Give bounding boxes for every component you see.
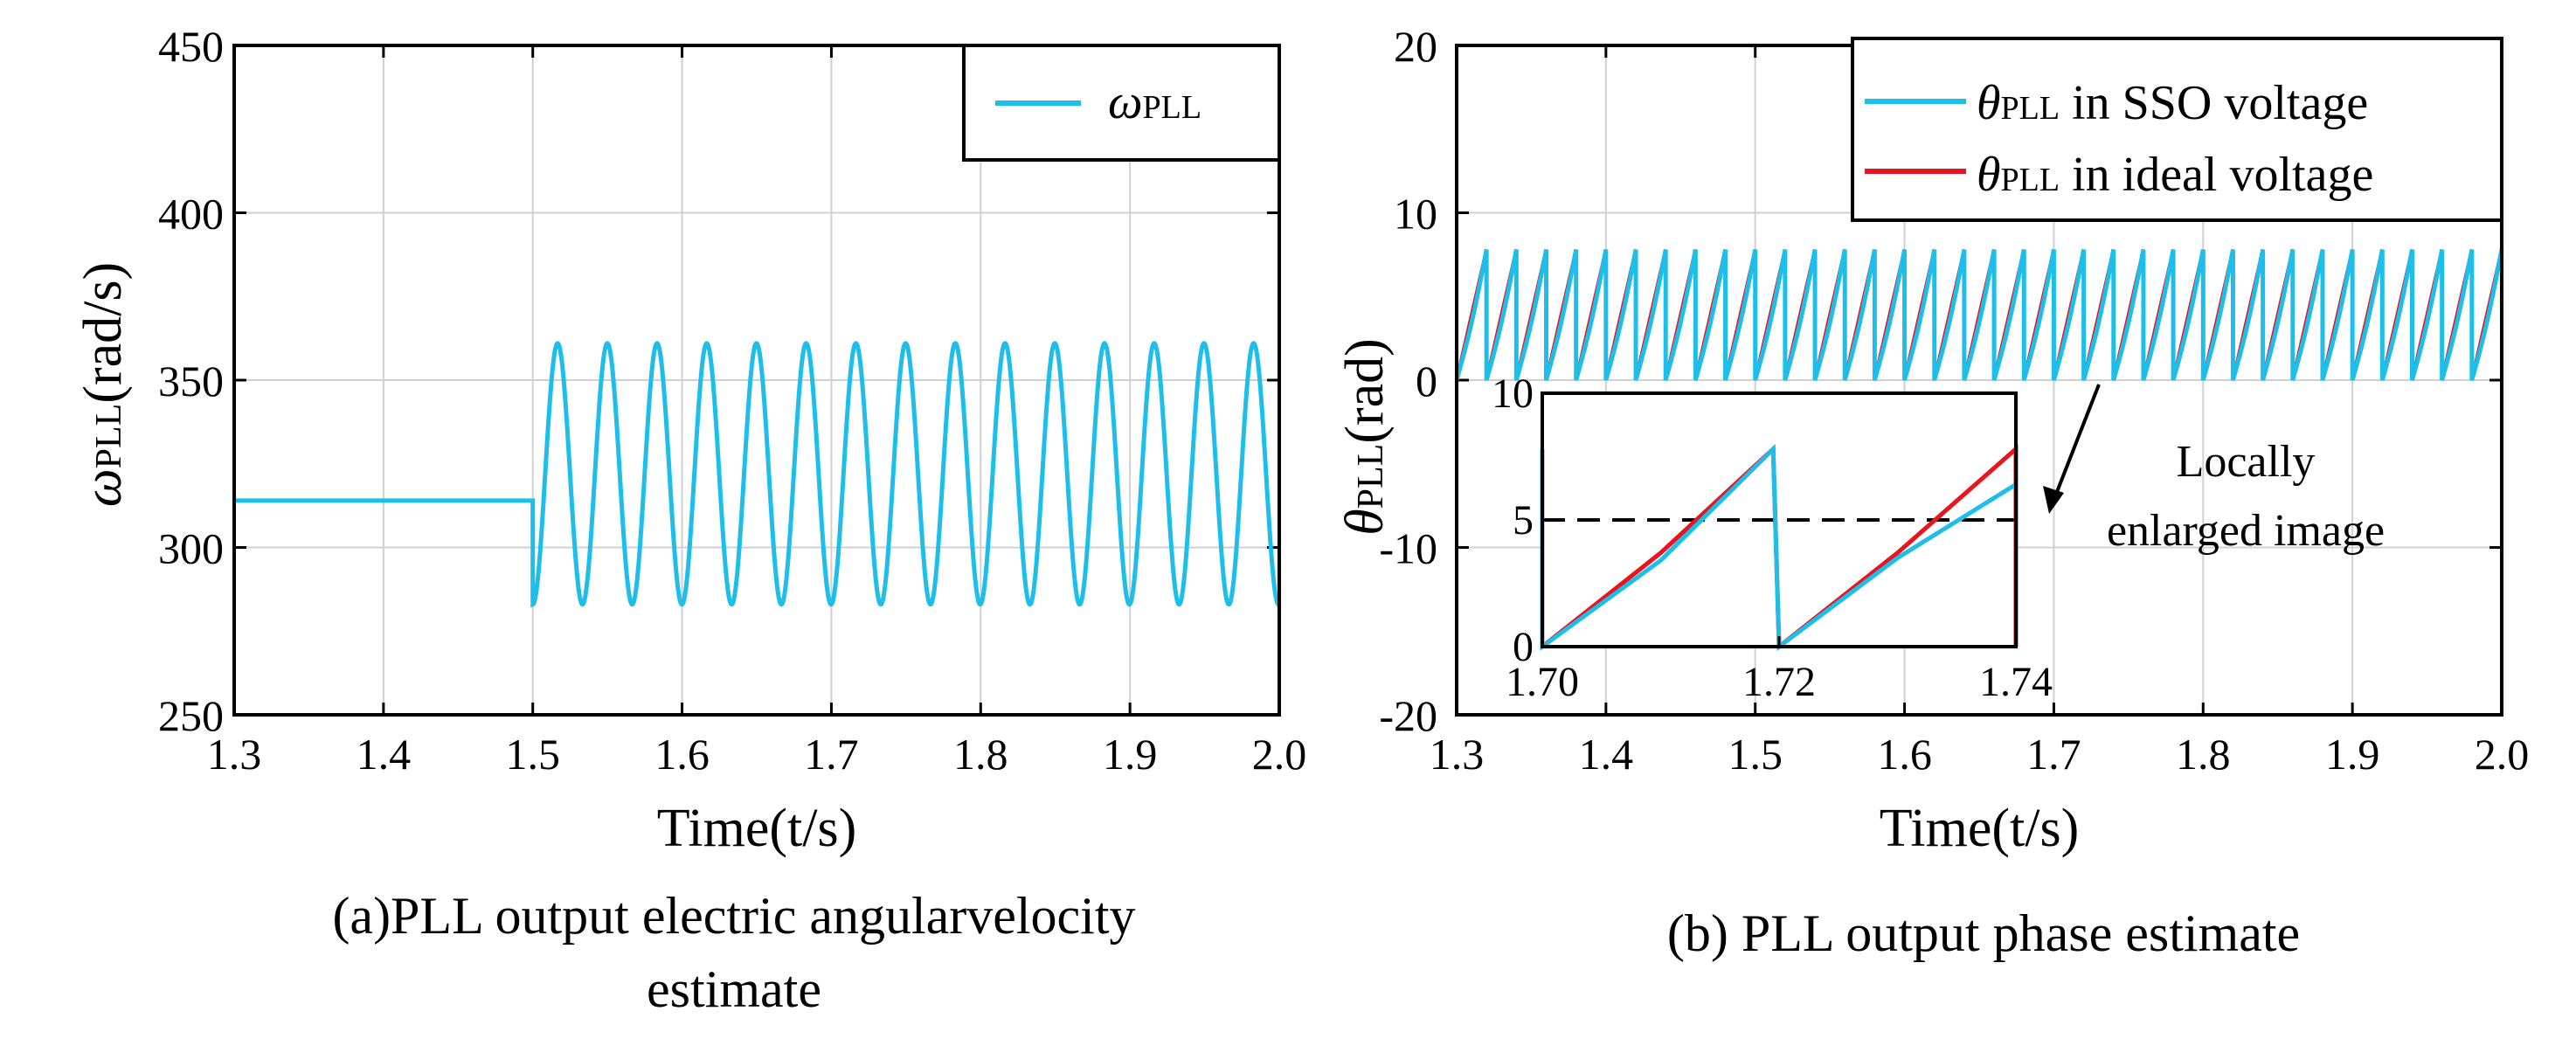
chart-b-ticks: 1.3 1.4 1.5 1.6 1.7 1.8 1.9 2.0 -20 -10 0 10 20 [1379, 22, 2529, 779]
chart-a-xtick-label-0: 1.3 [207, 730, 262, 779]
inset-ytick-label-1: 5 [1513, 497, 1534, 544]
chart-b-xtick-label-6: 1.9 [2325, 730, 2380, 779]
chart-b-caption: (b) PLL output phase estimate [1667, 904, 2300, 962]
chart-b-legend-label-sso: θPLL in SSO voltage [1977, 76, 2368, 130]
legend-a-symbol: ω [1108, 75, 1143, 129]
chart-a-ytick-label-1: 300 [158, 524, 224, 573]
chart-b-ytick-label-1: -10 [1379, 524, 1437, 573]
chart-b-annotation: Locally enlarged image [2043, 384, 2385, 556]
chart-a-xtick-label-6: 1.9 [1103, 730, 1158, 779]
chart-b-xtick-label-3: 1.6 [1877, 730, 1932, 779]
chart-a: 1.3 1.4 1.5 1.6 1.7 1.8 1.9 2.0250300350400450 … [73, 22, 1306, 1018]
chart-b-ytick-label-2: 0 [1416, 357, 1437, 405]
chart-a-ylabel-unit: (rad/s) [73, 262, 133, 404]
chart-a-ytick-label-2: 350 [158, 357, 224, 405]
chart-b-ylabel-unit: (rad) [1335, 338, 1395, 443]
chart-a-xtick-label-1: 1.4 [357, 730, 412, 779]
chart-a-ytick-label-0: 250 [158, 691, 224, 740]
annotation-arrow-shaft [2053, 384, 2101, 497]
chart-a-legend: ωPLL [962, 44, 1281, 162]
legend-b1-sub: PLL [2001, 90, 2060, 127]
legend-b2-rest: in ideal voltage [2060, 148, 2373, 202]
chart-b-ytick-label-3: 10 [1394, 190, 1437, 239]
chart-a-ticks: 1.3 1.4 1.5 1.6 1.7 1.8 1.9 2.0 250 300 350 400 450 [158, 22, 1306, 779]
chart-a-series-omega-pll [234, 341, 1281, 608]
chart-a-ylabel-main: ω [73, 468, 133, 507]
inset-xtick-label-2: 1.74 [1979, 659, 2053, 705]
chart-b-inset: 1.70 1.72 1.74 0 5 10 [1492, 371, 2053, 705]
chart-b-legend-box [1851, 37, 2503, 222]
chart-b-ytick-label-4: 20 [1394, 22, 1437, 71]
chart-a-caption-line1: (a)PLL output electric angularvelocity [332, 887, 1135, 945]
chart-a-legend-label: ωPLL [1108, 75, 1201, 129]
inset-xtick-label-1: 1.72 [1742, 659, 1816, 705]
inset-ticks: 1.70 1.72 1.74 0 5 10 [1492, 371, 2053, 705]
chart-b-series-theta-sso [1454, 249, 2504, 381]
legend-a-sub: PLL [1143, 89, 1202, 126]
legend-b2-symbol: θ [1977, 148, 2001, 202]
inset-ytick-label-0: 0 [1513, 624, 1534, 670]
chart-a-ytick-label-3: 400 [158, 190, 224, 239]
inset-xtick-label-0: 1.70 [1506, 659, 1579, 705]
chart-a-xlabel: Time(t/s) [657, 799, 857, 858]
chart-a-xtick-label-4: 1.7 [804, 730, 859, 779]
chart-b-legend-label-ideal: θPLL in ideal voltage [1977, 148, 2373, 202]
chart-a-plot-frame [232, 44, 1281, 717]
inset-ytick-label-2: 10 [1492, 371, 1534, 417]
chart-a-xtick-label-7: 2.0 [1252, 730, 1307, 779]
chart-b-ylabel-sub: PLL [1351, 444, 1391, 509]
annotation-line1: Locally [2177, 437, 2316, 487]
chart-b-xtick-label-7: 2.0 [2475, 730, 2530, 779]
chart-b-xtick-label-0: 1.3 [1430, 730, 1485, 779]
legend-b2-sub: PLL [2001, 162, 2060, 198]
legend-b1-rest: in SSO voltage [2060, 76, 2368, 130]
chart-b-xtick-label-2: 1.5 [1728, 730, 1783, 779]
annotation-line2: enlarged image [2107, 506, 2385, 556]
chart-a-xtick-label-2: 1.5 [505, 730, 560, 779]
chart-b-ylabel: θPLL(rad) [1335, 338, 1395, 536]
chart-b-xtick-label-4: 1.7 [2026, 730, 2081, 779]
chart-b-ytick-label-0: -20 [1379, 691, 1437, 740]
annotation-arrow-head [2043, 486, 2064, 514]
chart-b-ylabel-main: θ [1335, 509, 1395, 535]
chart-b-xtick-label-1: 1.4 [1579, 730, 1634, 779]
legend-b1-symbol: θ [1977, 76, 2001, 130]
chart-a-caption-line2: estimate [647, 960, 821, 1018]
chart-b-xtick-label-5: 1.8 [2176, 730, 2231, 779]
chart-a-ytick-label-4: 450 [158, 22, 224, 71]
chart-b-legend: θPLL in SSO voltage θPLL in ideal voltag… [1851, 37, 2503, 222]
chart-b-xlabel: Time(t/s) [1880, 799, 2080, 858]
chart-a-xtick-label-3: 1.6 [654, 730, 710, 779]
chart-a-ylabel: ωPLL(rad/s) [73, 262, 133, 507]
chart-b: 1.3 1.4 1.5 1.6 1.7 1.8 1.9 2.0 -20 -10 0 10 20 1.70… [1335, 22, 2529, 962]
chart-a-xtick-label-5: 1.8 [953, 730, 1008, 779]
chart-a-ylabel-sub: PLL [89, 404, 129, 469]
